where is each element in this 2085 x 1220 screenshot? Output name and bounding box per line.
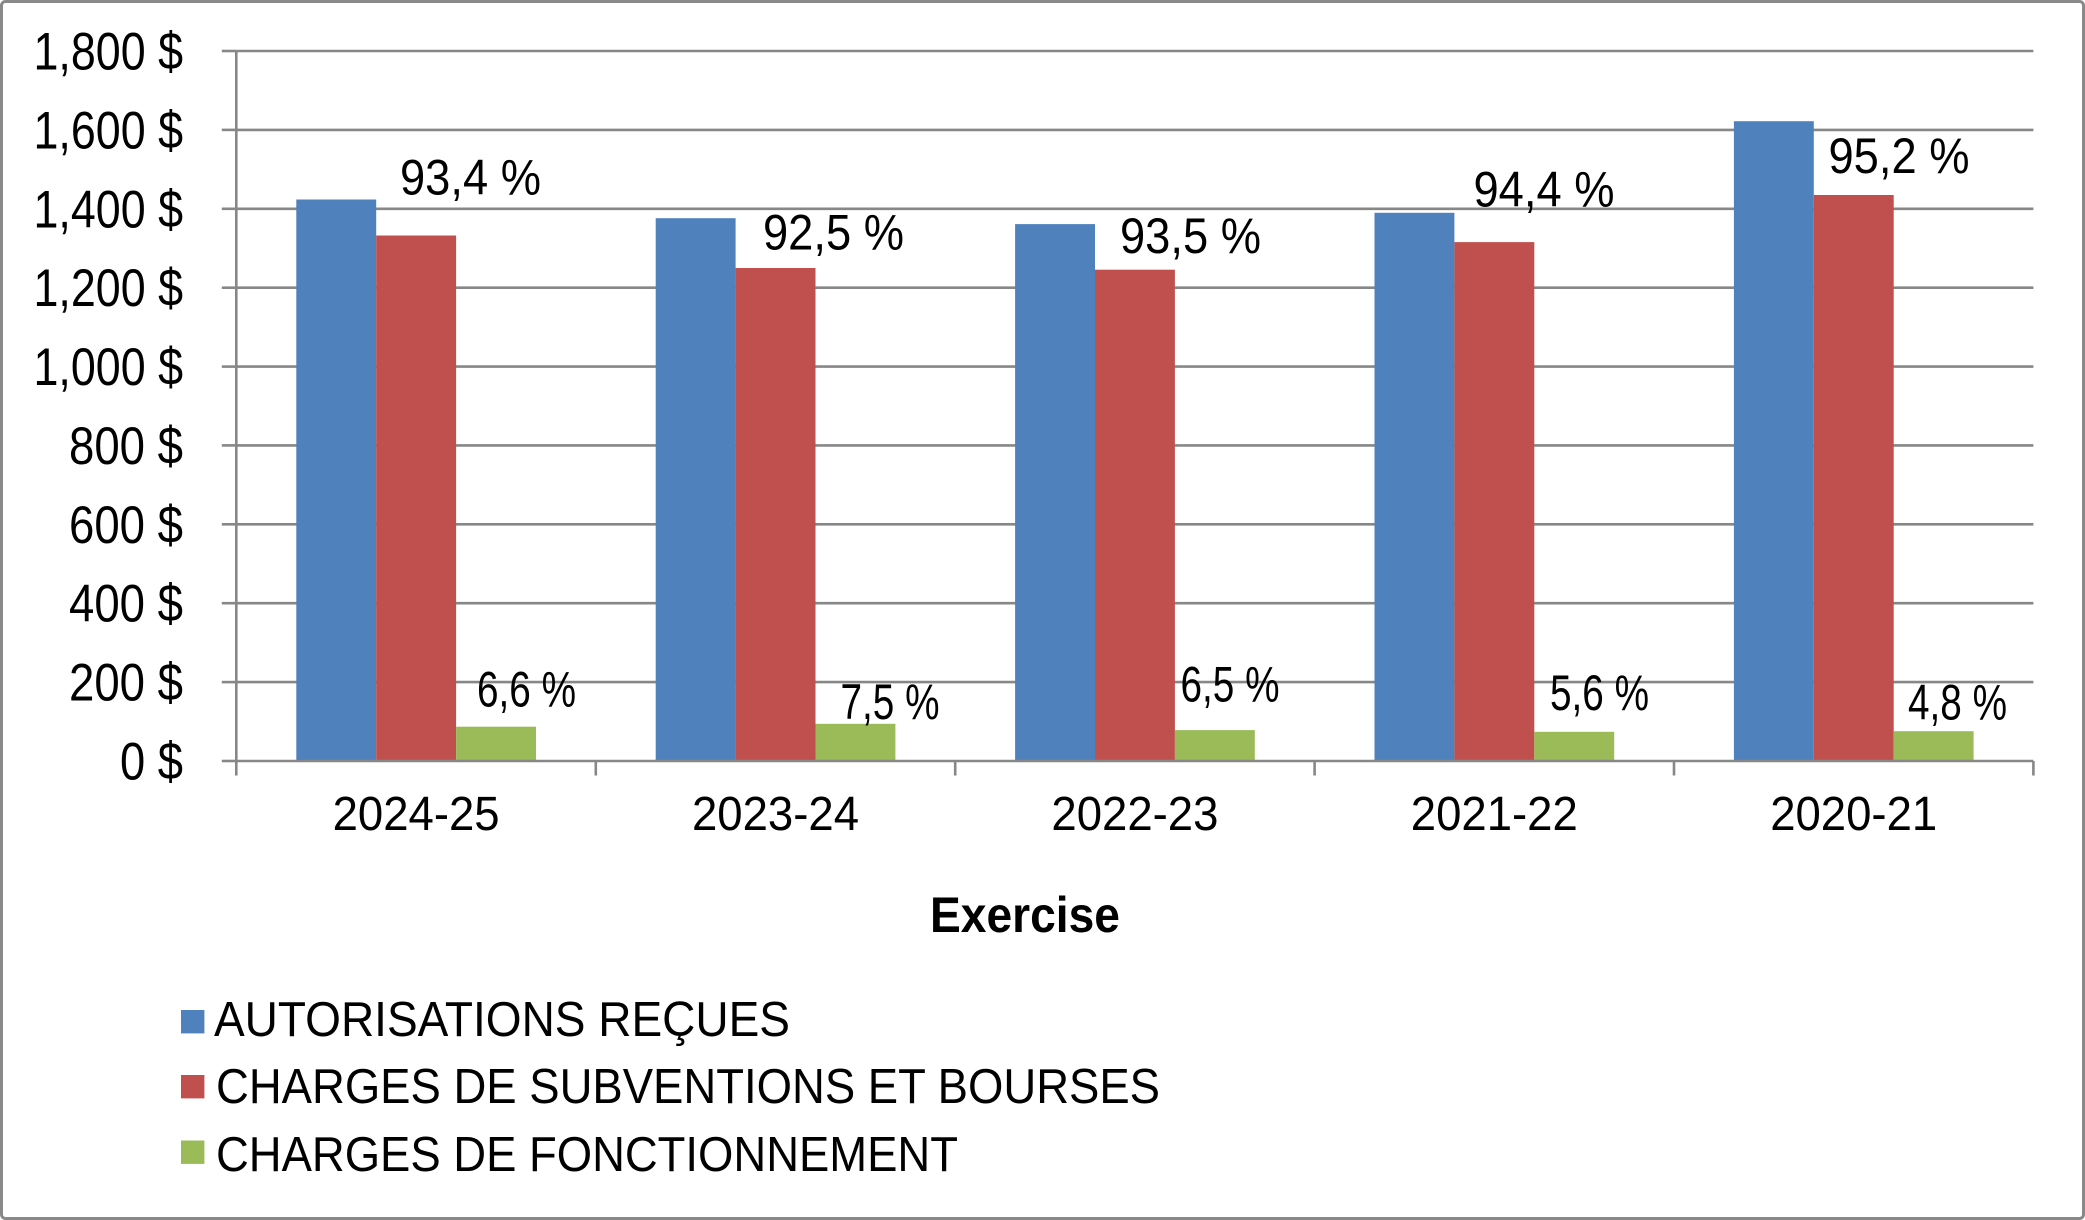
svg-text:7,5 %: 7,5 % [841,674,940,730]
svg-text:1,000 $: 1,000 $ [34,338,184,397]
svg-text:1,600 $: 1,600 $ [34,101,184,160]
svg-text:2020-21: 2020-21 [1770,788,1937,841]
svg-text:200 $: 200 $ [69,654,183,713]
svg-text:600 $: 600 $ [69,496,183,555]
svg-text:5,6 %: 5,6 % [1550,665,1649,721]
svg-text:92,5 %: 92,5 % [763,205,904,261]
svg-text:1,200 $: 1,200 $ [34,259,184,318]
svg-text:800 $: 800 $ [69,417,183,476]
svg-text:1,800 $: 1,800 $ [34,23,184,82]
svg-text:2023-24: 2023-24 [692,788,859,841]
svg-text:CHARGES DE SUBVENTIONS ET BOUR: CHARGES DE SUBVENTIONS ET BOURSES [216,1060,1160,1114]
svg-text:1,400 $: 1,400 $ [34,180,184,239]
svg-text:6,6 %: 6,6 % [477,662,576,718]
svg-text:2022-23: 2022-23 [1051,788,1218,841]
svg-text:2024-25: 2024-25 [333,788,500,841]
svg-text:93,5 %: 93,5 % [1120,208,1261,264]
svg-text:400 $: 400 $ [69,575,183,634]
svg-text:93,4 %: 93,4 % [400,150,541,206]
svg-text:AUTORISATIONS REÇUES: AUTORISATIONS REÇUES [214,993,790,1047]
svg-text:2021-22: 2021-22 [1411,788,1578,841]
svg-text:95,2 %: 95,2 % [1829,128,1970,184]
svg-text:CHARGES DE FONCTIONNEMENT: CHARGES DE FONCTIONNEMENT [216,1128,958,1182]
svg-text:Exercise: Exercise [930,887,1120,943]
svg-text:4,8 %: 4,8 % [1908,675,2007,731]
svg-text:94,4 %: 94,4 % [1474,162,1615,218]
svg-text:6,5 %: 6,5 % [1181,657,1280,713]
svg-text:0 $: 0 $ [120,733,183,792]
